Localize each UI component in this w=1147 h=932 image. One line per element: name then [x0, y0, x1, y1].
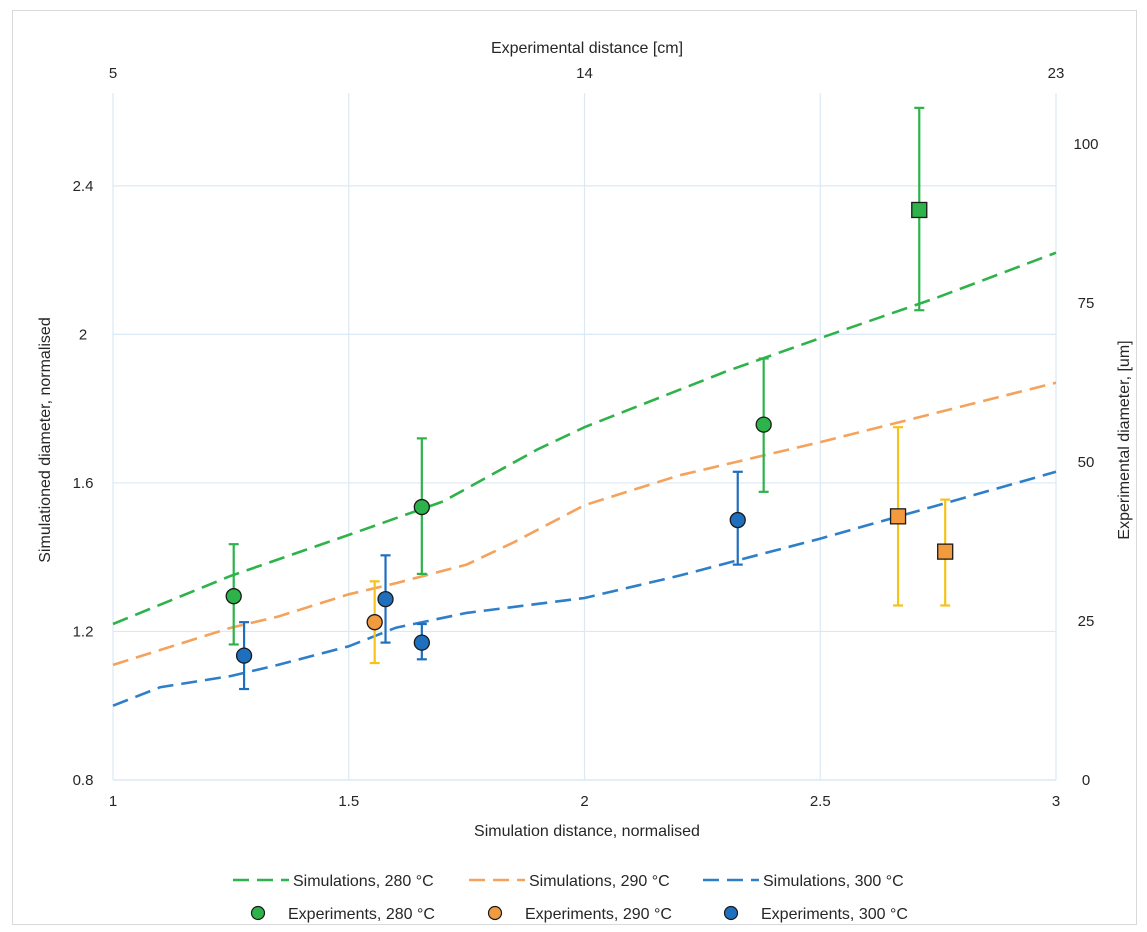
legend-label: Simulations, 290 °C: [529, 873, 670, 890]
experiment-point-square: [937, 543, 954, 560]
x2-tick-label: 23: [1048, 65, 1065, 82]
experiment-point-circle: [755, 416, 772, 433]
legend-marker-swatch: [723, 905, 739, 921]
grid: [112, 93, 1057, 781]
x2-tick-label: 5: [109, 65, 117, 82]
legend-label: Experiments, 290 °C: [525, 906, 672, 923]
x-axis-title: Simulation distance, normalised: [474, 823, 700, 840]
x-tick-label: 1.5: [338, 793, 359, 810]
y-axis-title: Simulationed diameter, normalised: [37, 317, 54, 562]
series-layer: [112, 251, 1057, 707]
legend-label: Simulations, 280 °C: [293, 873, 434, 890]
y2-tick-label: 25: [1078, 613, 1095, 630]
experiment-point-circle: [413, 498, 430, 516]
experiment-point-circle: [235, 647, 253, 664]
simulation-line-2: [112, 381, 1057, 667]
experiment-point-circle: [225, 588, 242, 605]
y2-tick-label: 75: [1078, 295, 1095, 312]
marker-layer: [225, 106, 954, 691]
x2-axis-title: Experimental distance [cm]: [491, 40, 683, 57]
y-tick-label: 1.2: [73, 623, 94, 640]
x-tick-label: 3: [1052, 793, 1060, 810]
legend-marker-swatch: [250, 905, 266, 921]
legend-label: Experiments, 280 °C: [288, 906, 435, 923]
y2-axis-title: Experimental diameter, [um]: [1116, 340, 1133, 539]
legend: Simulations, 280 °C Simulations, 290 °C Si…: [233, 873, 908, 923]
legend-label: Experiments, 300 °C: [761, 906, 908, 923]
chart-frame: [12, 10, 1137, 925]
y-tick-label: 1.6: [73, 475, 94, 492]
x-tick-label: 2.5: [810, 793, 831, 810]
y2-tick-label: 50: [1078, 454, 1095, 471]
y2-tick-label: 0: [1082, 772, 1090, 789]
y-tick-label: 2.4: [73, 178, 94, 195]
experiment-point-circle: [413, 634, 430, 651]
x-tick-label: 1: [109, 793, 117, 810]
simulation-line-3: [112, 470, 1057, 707]
experiment-point-circle: [366, 614, 383, 631]
experiment-point-square: [911, 201, 928, 219]
experiment-point-circle: [377, 591, 394, 608]
tick-layer: 1 1.5 2 2.5 3 0.8 1.2 1.6 2 2.4 5 14 23 0 25 50 75 100: [73, 65, 1099, 810]
legend-label: Simulations, 300 °C: [763, 873, 904, 890]
y2-tick-label: 100: [1073, 136, 1098, 153]
experiment-point-square: [889, 508, 907, 525]
experiment-point-circle: [729, 511, 746, 529]
y-tick-label: 0.8: [73, 772, 94, 789]
legend-marker-swatch: [487, 905, 503, 921]
x-tick-label: 2: [580, 793, 588, 810]
x2-tick-label: 14: [576, 65, 593, 82]
simulation-line-1: [112, 251, 1057, 626]
y-tick-label: 2: [79, 326, 87, 343]
